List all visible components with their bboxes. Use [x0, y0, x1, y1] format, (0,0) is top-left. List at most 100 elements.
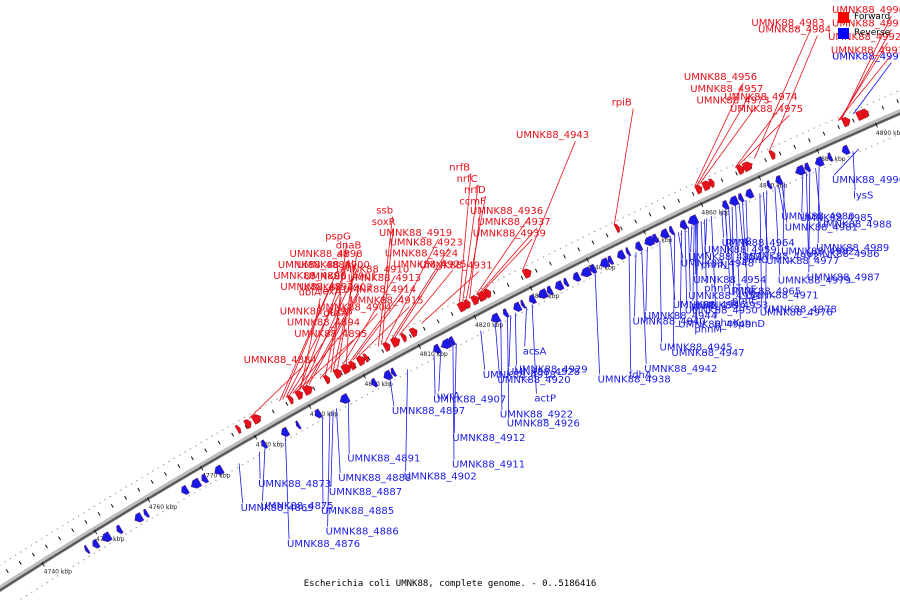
- reverse-gene-label: UMNK88_4959: [704, 245, 777, 256]
- forward-gene: [301, 385, 313, 396]
- track-dot: [888, 137, 891, 140]
- minor-tick: [881, 105, 885, 110]
- track-dot: [204, 485, 206, 488]
- minor-tick: [492, 290, 496, 295]
- leader-line: [738, 203, 745, 255]
- leader-line: [480, 330, 486, 371]
- track-dot: [114, 539, 116, 542]
- track-dot: [527, 309, 529, 311]
- track-dot: [173, 457, 175, 459]
- track-dot: [193, 492, 196, 494]
- track-dot: [83, 559, 85, 561]
- track-dot: [460, 343, 462, 346]
- minor-tick: [436, 319, 440, 324]
- reverse-gene: [687, 214, 700, 226]
- track-dot: [616, 219, 619, 221]
- reverse-gene-label: UMNK88_4922: [500, 410, 573, 421]
- track-dot: [475, 290, 477, 293]
- track-dot: [41, 585, 43, 587]
- leader-line: [394, 259, 445, 338]
- track-dot: [56, 528, 59, 530]
- legend-label-reverse: Reverse: [854, 28, 891, 38]
- leader-line: [285, 293, 341, 398]
- reverse-gene: [520, 299, 527, 309]
- track-dot: [140, 523, 143, 526]
- reverse-gene-label: UMNK88_4979: [778, 276, 851, 287]
- reverse-gene-label: UMNK88_4976: [760, 308, 833, 319]
- reverse-gene-label: phnL: [691, 301, 716, 312]
- track-dot: [88, 555, 90, 558]
- track-dot: [876, 143, 879, 145]
- track-dot: [633, 211, 636, 213]
- reverse-gene: [804, 162, 812, 172]
- reverse-gene: [490, 312, 502, 324]
- forward-gene-label: UMNK88_4901: [304, 271, 377, 282]
- leader-line: [692, 224, 695, 302]
- reverse-gene: [143, 508, 151, 518]
- forward-gene-label: UMNK88_4892: [280, 282, 353, 293]
- track-dot: [720, 170, 722, 172]
- forward-gene: [408, 327, 418, 338]
- forward-gene: [332, 368, 342, 379]
- forward-gene-label: nrfD: [464, 185, 486, 196]
- leader-line: [778, 184, 784, 212]
- minor-tick: [822, 131, 826, 136]
- minor-tick: [549, 261, 552, 266]
- track-dot: [588, 233, 590, 235]
- leader-line: [262, 448, 266, 501]
- scale-tick-label: 4860 kbp: [701, 209, 729, 216]
- track-dot: [361, 396, 363, 399]
- track-dot: [449, 349, 451, 351]
- reverse-gene: [679, 219, 689, 230]
- minor-tick: [534, 268, 538, 273]
- leader-line: [389, 378, 395, 406]
- track-dot: [99, 502, 101, 504]
- reverse-gene: [390, 367, 398, 377]
- reverse-gene-label: UMNK88_4869: [241, 503, 314, 514]
- track-dot: [25, 595, 28, 597]
- reverse-gene-label: lysS: [853, 190, 873, 201]
- track-dot: [172, 504, 175, 507]
- forward-gene: [861, 108, 869, 119]
- legend: Forward Reverse: [838, 9, 890, 41]
- leader-line: [352, 295, 403, 361]
- reverse-gene-label: UMNK88_4977: [766, 256, 839, 267]
- reverse-gene-label: UMNK88_4986: [806, 249, 879, 260]
- track-dot: [634, 255, 636, 257]
- leader-line: [330, 410, 334, 488]
- leader-line: [679, 230, 682, 320]
- track-dot: [702, 222, 705, 224]
- legend-item-forward: Forward: [838, 9, 890, 25]
- scale-tick: [816, 148, 820, 154]
- track-dot: [195, 445, 197, 447]
- track-dot: [806, 174, 809, 176]
- reverse-gene-label: UMNK88_4929: [515, 365, 588, 376]
- forward-gene-label: UMNK88_4997: [832, 52, 900, 63]
- leader-line: [330, 242, 348, 373]
- scale-tick-label: 4870 kbp: [759, 183, 787, 190]
- track-dot: [566, 289, 568, 291]
- reverse-gene-label: UMNK88_4971: [745, 291, 818, 302]
- forward-gene-label: UMNK88_4924: [385, 249, 458, 260]
- forward-gene-label: UMNK88_4983: [751, 18, 824, 29]
- minor-tick: [58, 536, 62, 541]
- leader-line: [694, 82, 744, 187]
- leader-line: [319, 313, 378, 379]
- track-dot: [761, 151, 763, 153]
- minor-tick: [367, 356, 371, 361]
- track-dot: [611, 222, 613, 224]
- legend-label-forward: Forward: [854, 12, 891, 22]
- leader-line: [462, 184, 479, 302]
- track-dot: [708, 219, 710, 222]
- leader-line: [305, 282, 364, 387]
- reverse-gene-label: UMNK88_4981: [785, 223, 858, 234]
- track-dot: [508, 273, 511, 275]
- reverse-gene-label: UMNK88_4928: [507, 367, 580, 378]
- map-caption: Escherichia coli UMNK88, complete genome…: [303, 579, 597, 589]
- track-dot: [104, 499, 106, 501]
- scale-tick: [418, 344, 422, 349]
- reverse-gene-label: UMNK88_4988: [819, 220, 892, 231]
- leader-line: [349, 283, 408, 363]
- track-dot: [260, 407, 262, 410]
- track-dot: [236, 467, 239, 469]
